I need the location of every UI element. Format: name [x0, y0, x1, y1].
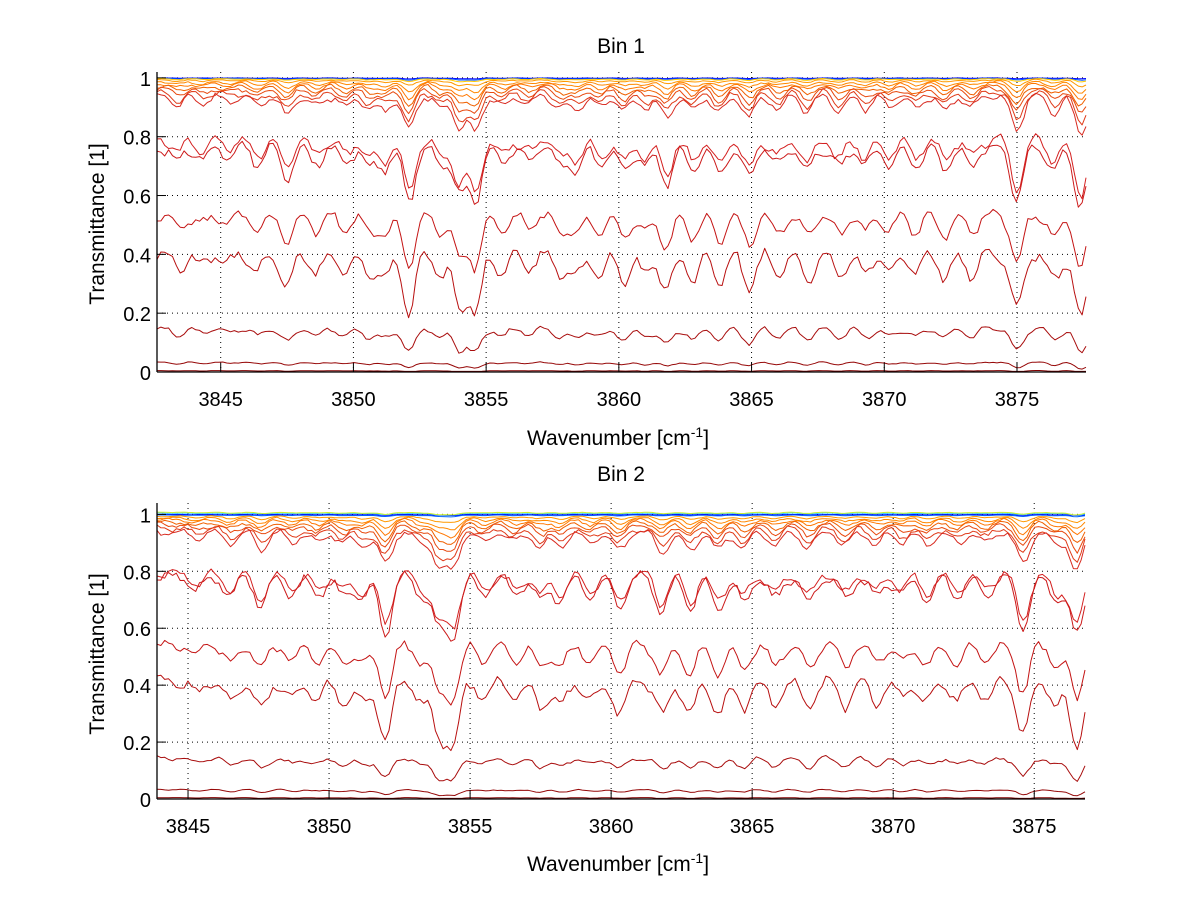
series-group — [156, 77, 1087, 372]
series-line-s9 — [156, 88, 1087, 126]
chart-title: Bin 2 — [597, 463, 645, 486]
y-tick-label: 0.2 — [123, 304, 151, 326]
series-line-s17 — [156, 788, 1086, 797]
y-tick-label: 1 — [140, 505, 151, 527]
y-ticks: 0 0.2 0.4 0.6 0.8 1 — [123, 505, 166, 812]
series-line-s10 — [156, 92, 1087, 136]
series-line-s5 — [156, 515, 1086, 524]
y-tick-label: 0.8 — [123, 562, 151, 584]
x-tick-label: 3845 — [198, 389, 243, 411]
x-axis-label: Wavenumber [cm-1] — [527, 850, 709, 876]
axes — [156, 72, 1086, 373]
series-line-s9 — [157, 521, 1086, 554]
series-line-s10 — [156, 524, 1086, 563]
series-line-s2 — [156, 514, 1086, 518]
series-line-s5 — [156, 80, 1087, 94]
series-line-s13 — [156, 208, 1087, 274]
y-tick-label: 1 — [140, 69, 151, 91]
y-tick-label: 0 — [140, 790, 151, 812]
series-line-s8 — [156, 86, 1087, 115]
series-line-s13 — [156, 570, 1086, 642]
x-tick-label: 3850 — [331, 389, 376, 411]
x-tick-label: 3860 — [597, 389, 642, 411]
series-line-s15 — [156, 674, 1086, 752]
x-tick-label: 3850 — [307, 816, 352, 838]
x-tick-label: 3870 — [871, 816, 916, 838]
y-tick-label: 0.4 — [123, 676, 151, 698]
series-line-s18 — [156, 797, 1086, 799]
series-line-s12 — [156, 140, 1087, 208]
series-line-s6 — [157, 81, 1087, 101]
series-line-s12 — [156, 568, 1086, 630]
chart-title: Bin 1 — [597, 35, 645, 58]
series-line-s8 — [156, 519, 1086, 545]
series-line-s16 — [156, 755, 1086, 782]
series-line-s17 — [157, 370, 1086, 372]
x-ticks: 3845 3850 3855 3860 3865 3870 3875 — [198, 363, 1039, 411]
grid — [157, 72, 1086, 372]
series-line-s1 — [156, 513, 1086, 516]
x-tick-label: 3845 — [166, 816, 211, 838]
x-tick-label: 3855 — [464, 389, 509, 411]
y-tick-label: 0 — [140, 363, 151, 385]
x-axis-label: Wavenumber [cm-1] — [527, 424, 709, 450]
x-tick-label: 3875 — [1012, 816, 1057, 838]
series-line-s7 — [156, 83, 1087, 107]
series-line-s16 — [156, 361, 1087, 370]
series-line-s15 — [156, 325, 1087, 354]
series-line-s11 — [156, 133, 1087, 200]
x-tick-label: 3860 — [589, 816, 634, 838]
series-group — [156, 511, 1086, 799]
x-tick-label: 3870 — [862, 389, 907, 411]
x-tick-label: 3865 — [729, 389, 774, 411]
series-line-s14 — [156, 247, 1087, 319]
series-line-s7 — [156, 517, 1086, 539]
chart-bin-2: Bin 2 3845 3850 3855 3860 3865 3870 3875 00.20… — [86, 463, 1086, 876]
y-tick-label: 0.2 — [123, 733, 151, 755]
y-tick-label: 0.8 — [123, 128, 151, 150]
series-line-s3 — [156, 77, 1087, 83]
series-line-s14 — [156, 639, 1086, 706]
x-tick-label: 3865 — [730, 816, 775, 838]
y-axis-label: Transmittance [1] — [86, 573, 109, 734]
x-tick-label: 3855 — [448, 816, 493, 838]
axes — [156, 503, 1085, 800]
y-tick-label: 0.6 — [123, 187, 151, 209]
series-line-s11 — [156, 528, 1086, 570]
y-ticks: 0 0.2 0.4 0.6 0.8 1 — [123, 69, 166, 385]
series-line-s4 — [156, 511, 1086, 516]
grid — [157, 503, 1085, 799]
x-ticks: 3845 3850 3855 3860 3865 3870 3875 — [166, 790, 1057, 838]
y-axis-label: Transmittance [1] — [86, 143, 109, 304]
y-tick-label: 0.4 — [123, 245, 151, 267]
x-tick-label: 3875 — [995, 389, 1040, 411]
series-line-s4 — [156, 78, 1087, 88]
series-line-s6 — [157, 516, 1086, 531]
y-tick-label: 0.6 — [123, 619, 151, 641]
chart-bin-1: Bin 1 3845 3850 3855 3860 3865 3870 3875 00.20… — [86, 35, 1087, 450]
